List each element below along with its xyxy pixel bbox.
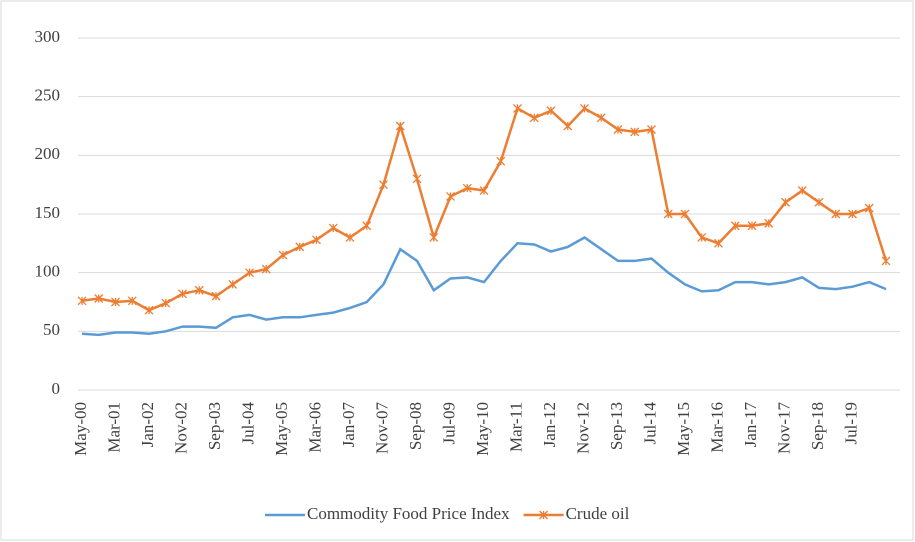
x-tick-label: Mar-01 bbox=[104, 402, 123, 453]
y-tick-label: 100 bbox=[35, 262, 61, 281]
series-marker bbox=[730, 221, 740, 231]
x-tick-label: May-05 bbox=[272, 402, 291, 456]
x-tick-label: Jul-04 bbox=[238, 402, 257, 445]
series-marker bbox=[362, 221, 372, 231]
series-marker bbox=[479, 186, 489, 195]
series-marker bbox=[94, 294, 104, 303]
series-marker bbox=[747, 221, 757, 231]
series-marker bbox=[211, 291, 221, 301]
series-marker bbox=[496, 156, 506, 166]
series-marker bbox=[278, 250, 288, 260]
series-line bbox=[81, 236, 887, 337]
series-marker bbox=[379, 180, 388, 190]
series-marker bbox=[864, 203, 874, 213]
x-tick-label: Nov-12 bbox=[573, 402, 592, 454]
series-marker bbox=[546, 106, 556, 116]
series-marker bbox=[831, 209, 841, 219]
x-tick-label: Jul-09 bbox=[439, 402, 458, 445]
x-tick-label: May-10 bbox=[473, 402, 492, 456]
series-marker bbox=[261, 264, 271, 274]
y-tick-label: 0 bbox=[52, 379, 61, 398]
series-marker bbox=[245, 268, 254, 278]
series-marker bbox=[395, 121, 405, 131]
series-marker bbox=[563, 121, 573, 131]
series-marker bbox=[663, 209, 673, 219]
series-marker bbox=[529, 113, 539, 123]
x-tick-label: Sep-03 bbox=[205, 402, 224, 450]
series-marker bbox=[647, 125, 656, 134]
series-marker bbox=[446, 191, 455, 201]
y-tick-label: 250 bbox=[35, 86, 61, 105]
series-marker bbox=[513, 103, 522, 113]
x-tick-label: Sep-18 bbox=[808, 402, 827, 450]
x-tick-label: May-00 bbox=[71, 402, 90, 456]
x-tick-label: Mar-11 bbox=[506, 402, 525, 452]
series-marker bbox=[764, 218, 774, 228]
series-marker bbox=[630, 127, 640, 137]
x-tick-label: Jul-19 bbox=[841, 402, 860, 445]
x-tick-label: Sep-08 bbox=[406, 402, 425, 450]
series-marker bbox=[714, 238, 723, 248]
x-tick-label: Mar-16 bbox=[707, 402, 726, 453]
series-marker bbox=[814, 197, 824, 207]
x-tick-label: Mar-06 bbox=[305, 402, 324, 453]
series-marker bbox=[312, 235, 321, 245]
x-tick-label: Nov-17 bbox=[774, 402, 793, 454]
series-marker bbox=[127, 296, 137, 306]
legend-label: Crude oil bbox=[566, 504, 630, 523]
series-marker bbox=[848, 209, 857, 219]
series-marker bbox=[111, 297, 120, 307]
y-tick-label: 200 bbox=[35, 144, 61, 163]
series-marker bbox=[797, 186, 807, 195]
series-marker bbox=[77, 296, 87, 306]
series-marker bbox=[178, 289, 187, 299]
series-marker bbox=[881, 256, 891, 266]
series-marker bbox=[194, 285, 204, 295]
series-marker bbox=[328, 223, 338, 233]
series-marker bbox=[144, 305, 154, 315]
series-marker bbox=[596, 113, 606, 123]
x-tick-label: May-15 bbox=[674, 402, 693, 456]
x-tick-label: Jul-14 bbox=[640, 402, 659, 445]
series-marker bbox=[161, 298, 171, 308]
series-marker bbox=[295, 242, 305, 252]
x-tick-label: Jan-17 bbox=[741, 402, 760, 448]
series-marker bbox=[345, 233, 355, 242]
x-tick-label: Nov-07 bbox=[372, 402, 391, 454]
series-marker bbox=[697, 233, 707, 242]
y-tick-label: 50 bbox=[43, 320, 60, 339]
x-tick-label: Jan-02 bbox=[138, 402, 157, 447]
series-marker bbox=[781, 197, 790, 207]
x-tick-label: Sep-13 bbox=[607, 402, 626, 450]
series-marker bbox=[613, 125, 623, 134]
x-tick-label: Nov-02 bbox=[171, 402, 190, 454]
x-tick-label: Jan-12 bbox=[540, 402, 559, 447]
series-marker bbox=[228, 279, 238, 289]
legend-label: Commodity Food Price Index bbox=[307, 504, 510, 523]
series-marker bbox=[462, 183, 472, 193]
series-marker bbox=[412, 174, 422, 184]
series-marker bbox=[580, 103, 589, 113]
y-tick-label: 300 bbox=[35, 27, 61, 46]
legend-marker bbox=[539, 510, 549, 520]
series-marker bbox=[429, 233, 439, 242]
series-marker bbox=[680, 209, 690, 219]
y-tick-label: 150 bbox=[35, 203, 61, 222]
x-tick-label: Jan-07 bbox=[339, 402, 358, 448]
